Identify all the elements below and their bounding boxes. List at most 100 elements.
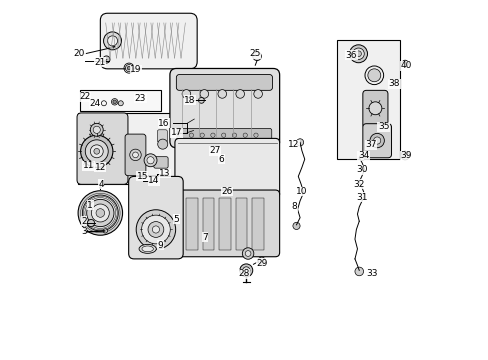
Circle shape	[401, 60, 407, 67]
Circle shape	[81, 135, 113, 167]
Circle shape	[111, 99, 118, 105]
Text: 3: 3	[81, 228, 86, 237]
Circle shape	[136, 210, 175, 249]
Text: 40: 40	[399, 62, 411, 71]
Text: 22: 22	[79, 92, 90, 101]
Circle shape	[127, 66, 131, 70]
Circle shape	[96, 209, 104, 217]
Text: 33: 33	[366, 269, 377, 278]
Circle shape	[292, 222, 300, 229]
Text: 38: 38	[388, 80, 399, 89]
Circle shape	[189, 133, 193, 137]
Bar	[219, 198, 230, 249]
Ellipse shape	[139, 244, 156, 253]
Circle shape	[91, 204, 109, 222]
Circle shape	[373, 137, 380, 144]
Text: 8: 8	[291, 202, 297, 211]
Circle shape	[86, 199, 114, 226]
Text: 39: 39	[399, 151, 411, 160]
FancyBboxPatch shape	[157, 130, 167, 142]
Text: 5: 5	[173, 215, 179, 224]
Text: 2: 2	[81, 217, 86, 226]
Circle shape	[243, 133, 247, 137]
Circle shape	[368, 102, 381, 115]
Text: 18: 18	[184, 96, 195, 105]
Circle shape	[252, 52, 261, 60]
Text: 27: 27	[209, 146, 220, 155]
Circle shape	[132, 152, 138, 158]
Text: 11: 11	[82, 161, 94, 170]
Text: 34: 34	[357, 151, 368, 160]
Text: 7: 7	[202, 233, 207, 242]
Circle shape	[253, 90, 262, 98]
Circle shape	[258, 257, 265, 264]
Circle shape	[147, 157, 154, 164]
Text: 4: 4	[98, 180, 103, 189]
Circle shape	[178, 133, 183, 137]
Circle shape	[349, 45, 367, 63]
Circle shape	[352, 48, 364, 59]
Bar	[336, 40, 399, 159]
Text: 37: 37	[364, 140, 376, 149]
FancyBboxPatch shape	[77, 113, 128, 184]
Circle shape	[253, 133, 258, 137]
Text: 26: 26	[221, 187, 232, 196]
Bar	[78, 113, 182, 184]
Circle shape	[125, 64, 132, 72]
Circle shape	[82, 195, 118, 231]
Text: 29: 29	[256, 259, 267, 268]
Circle shape	[118, 101, 123, 106]
Circle shape	[210, 133, 215, 137]
Ellipse shape	[142, 246, 153, 252]
Circle shape	[107, 36, 117, 46]
FancyBboxPatch shape	[175, 138, 279, 198]
Circle shape	[142, 215, 170, 244]
FancyBboxPatch shape	[175, 190, 279, 257]
FancyBboxPatch shape	[153, 157, 168, 168]
Text: 13: 13	[159, 169, 170, 178]
FancyBboxPatch shape	[362, 90, 387, 128]
Circle shape	[198, 98, 204, 103]
Text: 6: 6	[218, 155, 224, 164]
Circle shape	[148, 222, 163, 237]
Circle shape	[200, 90, 208, 98]
FancyBboxPatch shape	[100, 13, 197, 69]
Text: 25: 25	[249, 49, 261, 58]
FancyBboxPatch shape	[128, 176, 183, 259]
Circle shape	[359, 155, 364, 161]
Text: 14: 14	[148, 176, 160, 185]
Text: 9: 9	[157, 241, 163, 250]
Circle shape	[354, 267, 363, 276]
FancyBboxPatch shape	[362, 124, 391, 158]
Circle shape	[103, 229, 107, 233]
Text: 16: 16	[158, 119, 169, 128]
Circle shape	[94, 148, 100, 154]
Text: 1: 1	[87, 201, 93, 210]
Text: 15: 15	[136, 172, 148, 181]
Bar	[80, 90, 161, 111]
Circle shape	[103, 32, 121, 50]
Text: 17: 17	[170, 128, 182, 137]
Circle shape	[239, 264, 252, 277]
Circle shape	[244, 251, 250, 256]
Circle shape	[152, 226, 159, 233]
Circle shape	[129, 149, 141, 161]
Text: 32: 32	[353, 180, 364, 189]
Circle shape	[369, 134, 384, 148]
Circle shape	[87, 220, 94, 226]
Text: 28: 28	[238, 269, 249, 278]
FancyBboxPatch shape	[177, 129, 271, 143]
Circle shape	[232, 133, 236, 137]
Circle shape	[182, 90, 190, 98]
Text: 12: 12	[288, 140, 299, 149]
Text: 21: 21	[95, 58, 106, 67]
Bar	[235, 198, 247, 249]
Circle shape	[113, 100, 116, 104]
Circle shape	[90, 123, 103, 136]
Circle shape	[144, 154, 157, 167]
Bar	[252, 198, 264, 249]
Circle shape	[93, 126, 100, 134]
FancyBboxPatch shape	[176, 75, 272, 90]
FancyBboxPatch shape	[125, 134, 145, 176]
Text: 19: 19	[130, 65, 142, 74]
